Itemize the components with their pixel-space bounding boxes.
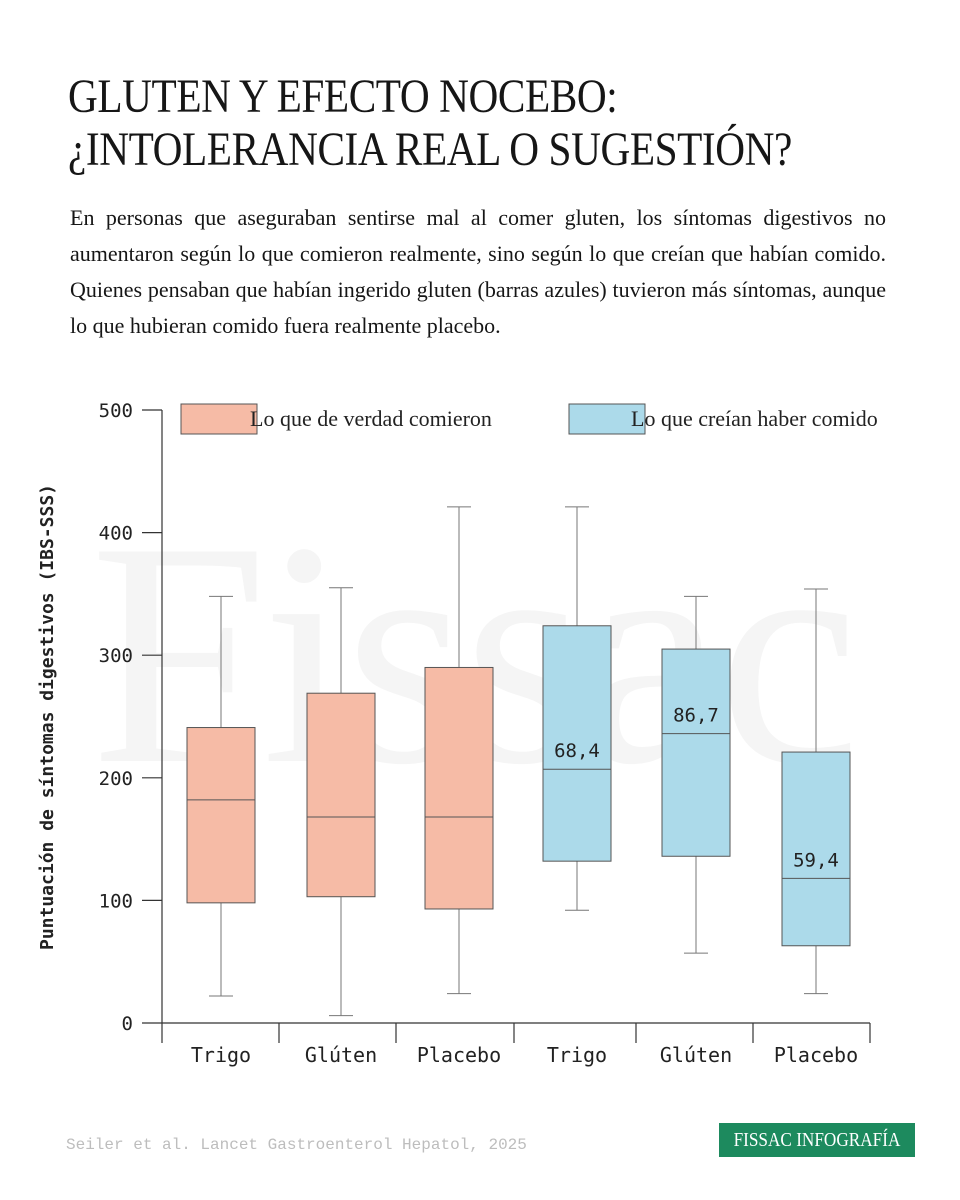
y-tick-label-300: 300 [99, 645, 133, 667]
box-5 [781, 751, 851, 947]
x-tick-label-3: Trigo [547, 1043, 607, 1067]
brand-label: FISSAC INFOGRAFÍA [733, 1128, 901, 1151]
box-3 [542, 625, 612, 862]
median-label-4: 86,7 [673, 705, 719, 727]
legend-swatch-0 [180, 403, 258, 435]
y-tick-label-500: 500 [99, 400, 133, 422]
title-line-2: ¿INTOLERANCIA REAL O SUGESTIÓN? [68, 123, 792, 176]
median-label-5: 59,4 [793, 849, 839, 871]
y-axis-label: Puntuación de síntomas digestivos (IBS-S… [37, 484, 58, 950]
x-tick-label-0: Trigo [191, 1043, 251, 1067]
box-2 [424, 666, 494, 910]
y-tick-label-200: 200 [99, 768, 133, 790]
y-tick-label-0: 0 [122, 1013, 133, 1035]
box-1 [306, 692, 376, 898]
legend-label-0: Lo que de verdad comieron [250, 406, 492, 431]
page-title: GLUTEN Y EFECTO NOCEBO: ¿INTOLERANCIA RE… [68, 70, 808, 176]
box-0 [186, 727, 256, 904]
median-label-3: 68,4 [554, 740, 600, 762]
legend-label-1: Lo que creían haber comido [631, 406, 878, 431]
box-plot-chart: 0 100 200 300 400 500 Puntuación de síntomas d… [37, 400, 878, 1067]
x-tick-label-1: Glúten [305, 1043, 377, 1067]
title-line-1: GLUTEN Y EFECTO NOCEBO: [68, 70, 618, 123]
brand-badge: FISSAC INFOGRAFÍA [719, 1123, 915, 1157]
x-tick-label-4: Glúten [660, 1043, 732, 1067]
legend-swatch-1 [568, 403, 646, 435]
x-tick-label-2: Placebo [417, 1043, 501, 1067]
x-tick-label-5: Placebo [774, 1043, 858, 1067]
source-citation: Seiler et al. Lancet Gastroenterol Hepat… [66, 1136, 527, 1154]
y-tick-label-400: 400 [99, 523, 133, 545]
box-4 [661, 648, 731, 857]
lede-text: En personas que aseguraban sentirse mal … [70, 205, 886, 338]
y-tick-label-100: 100 [99, 890, 133, 912]
